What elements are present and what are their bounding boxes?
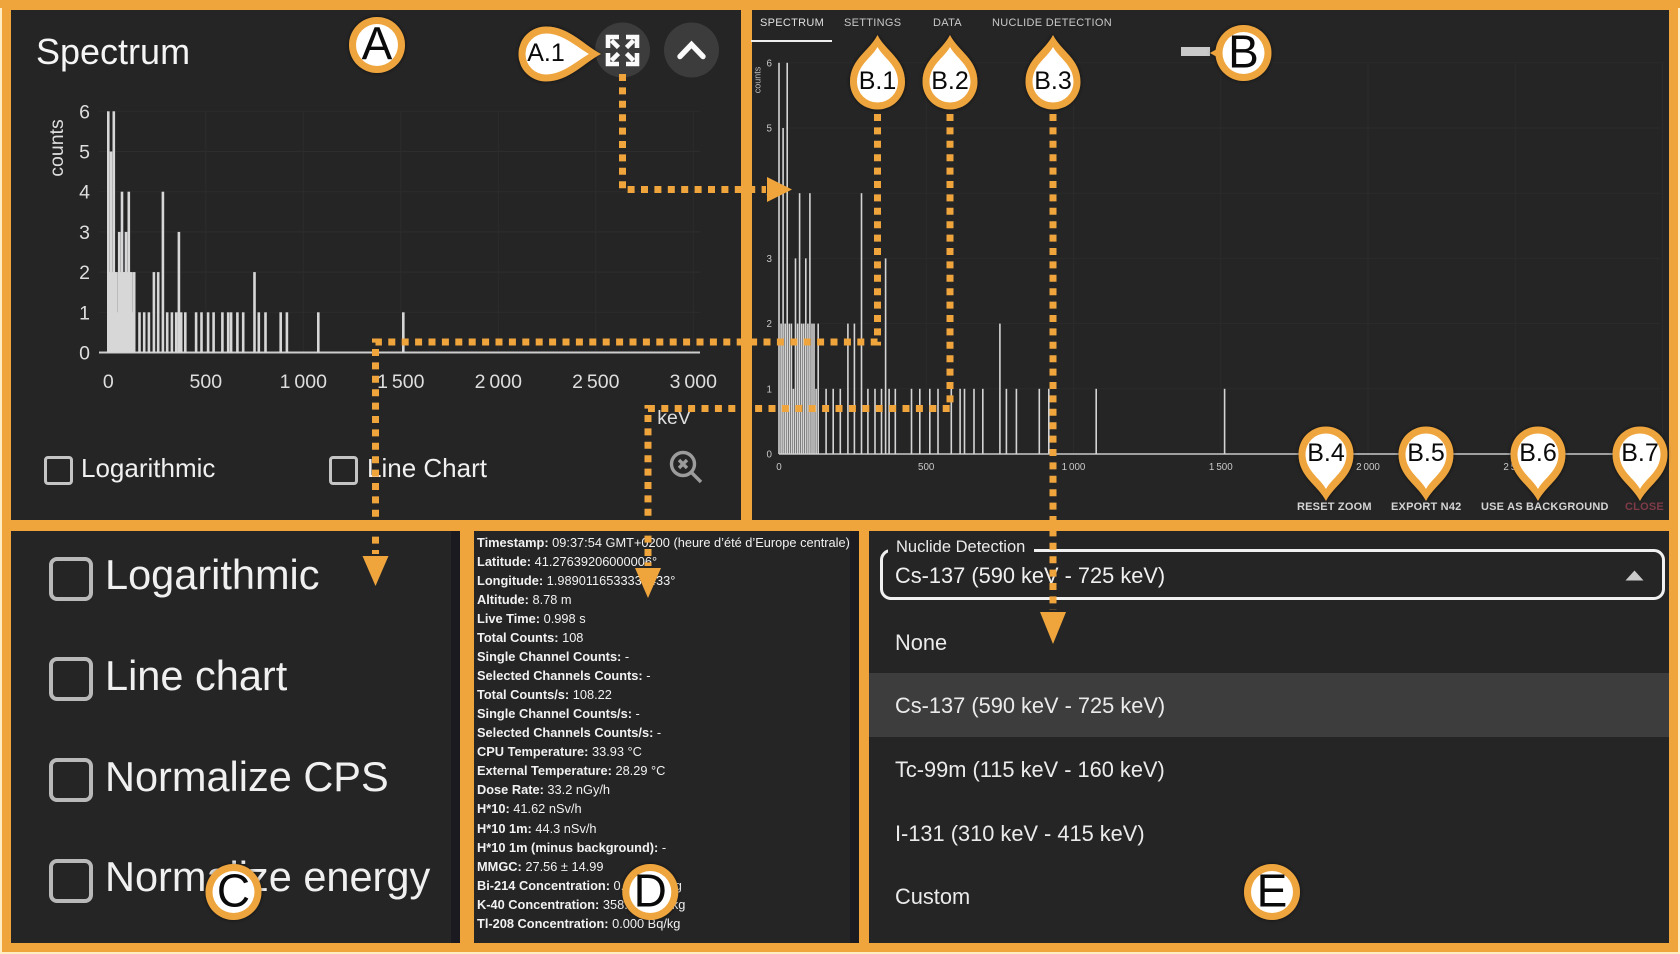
svg-text:2 500: 2 500 (572, 371, 619, 393)
svg-text:B.5: B.5 (1407, 439, 1445, 467)
svg-text:1 500: 1 500 (377, 371, 424, 393)
svg-text:500: 500 (918, 462, 935, 473)
svg-text:A.1: A.1 (527, 39, 565, 67)
svg-text:0: 0 (767, 450, 773, 461)
svg-text:2 000: 2 000 (1356, 462, 1380, 473)
svg-text:5: 5 (767, 124, 773, 135)
svg-text:0: 0 (79, 343, 90, 365)
svg-text:counts: counts (46, 119, 68, 177)
svg-text:B.3: B.3 (1034, 67, 1072, 95)
svg-text:500: 500 (190, 371, 223, 393)
svg-text:1 000: 1 000 (280, 371, 327, 393)
svg-text:B.6: B.6 (1519, 439, 1557, 467)
svg-text:1: 1 (79, 302, 90, 324)
svg-text:counts: counts (753, 66, 763, 93)
svg-text:1 000: 1 000 (1062, 462, 1086, 473)
svg-text:B.4: B.4 (1307, 439, 1345, 467)
svg-text:C: C (217, 865, 250, 917)
svg-text:B.1: B.1 (859, 67, 897, 95)
svg-text:E: E (1257, 865, 1288, 917)
svg-text:B.7: B.7 (1621, 439, 1659, 467)
svg-text:5: 5 (79, 142, 90, 164)
svg-text:2: 2 (79, 262, 90, 284)
svg-text:4: 4 (79, 182, 90, 204)
svg-text:3: 3 (79, 222, 90, 244)
svg-text:A: A (362, 18, 393, 70)
svg-text:1: 1 (767, 384, 772, 395)
svg-text:6: 6 (79, 101, 90, 123)
svg-text:1 500: 1 500 (1209, 462, 1233, 473)
svg-text:0: 0 (103, 371, 114, 393)
svg-text:2 000: 2 000 (475, 371, 522, 393)
svg-text:2: 2 (767, 319, 772, 330)
svg-text:D: D (634, 865, 667, 917)
svg-text:6: 6 (767, 58, 773, 69)
svg-text:keV: keV (657, 407, 691, 429)
svg-text:0: 0 (776, 462, 782, 473)
svg-text:3 000: 3 000 (670, 371, 717, 393)
svg-text:B: B (1228, 26, 1259, 78)
svg-text:3: 3 (767, 254, 773, 265)
svg-text:B.2: B.2 (931, 67, 969, 95)
